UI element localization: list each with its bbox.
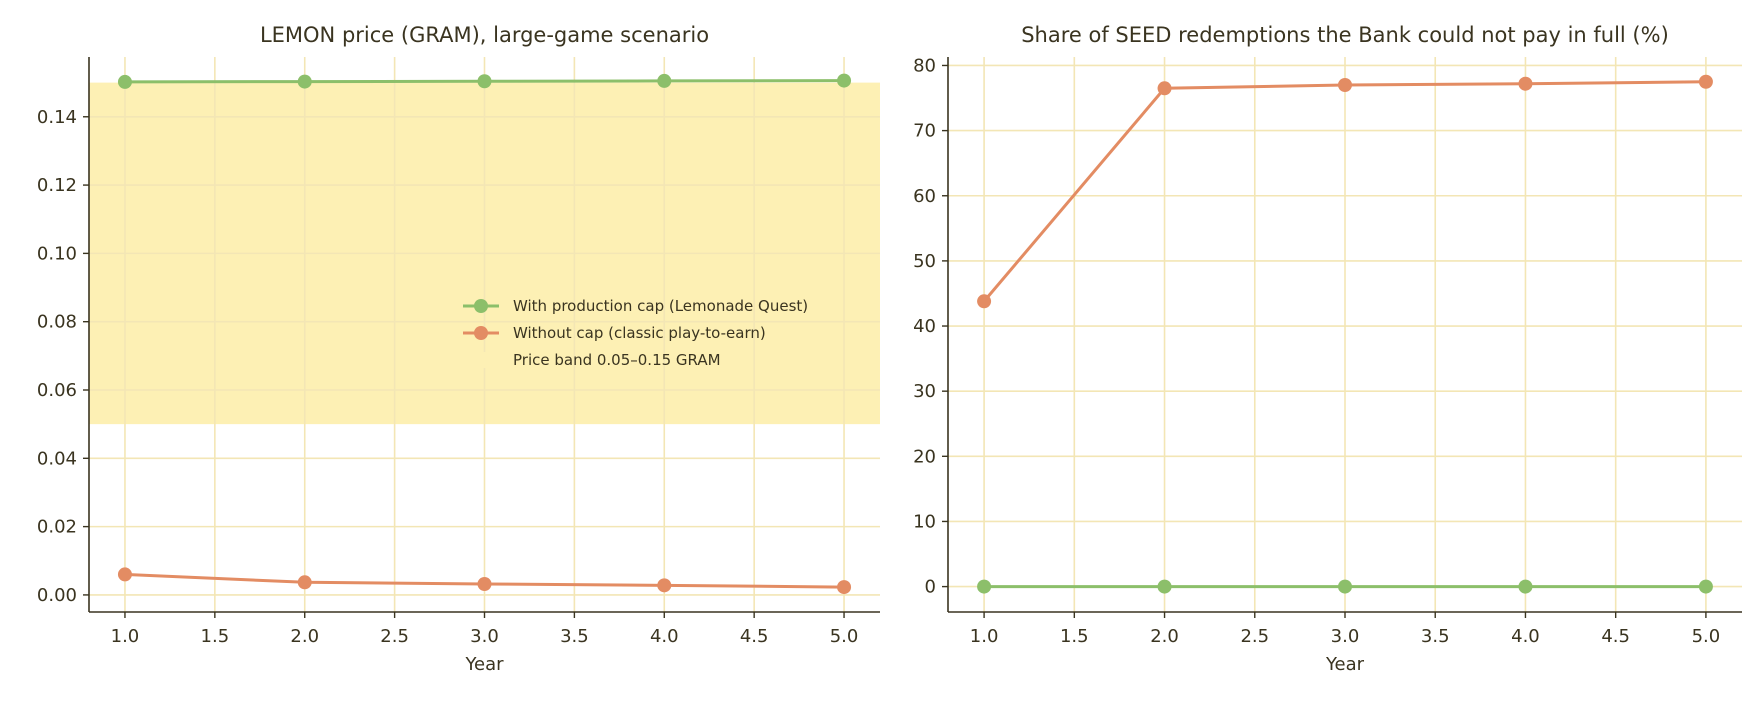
y-tick-label: 60 xyxy=(913,186,936,207)
legend-label: Without cap (classic play-to-earn) xyxy=(513,324,766,342)
x-tick-label: 4.0 xyxy=(650,626,679,647)
y-tick-label: 30 xyxy=(913,381,936,402)
chart-title: Share of SEED redemptions the Bank could… xyxy=(1021,23,1669,47)
y-tick-label: 70 xyxy=(913,121,936,142)
data-point xyxy=(1698,579,1713,594)
data-point xyxy=(1338,78,1352,93)
data-point xyxy=(297,575,312,590)
legend-marker xyxy=(474,299,488,313)
x-tick-label: 2.5 xyxy=(380,626,409,647)
data-point xyxy=(837,580,852,595)
y-tick-label: 0.00 xyxy=(37,585,77,606)
legend-label: Price band 0.05–0.15 GRAM xyxy=(513,351,721,369)
data-point xyxy=(1157,81,1172,96)
data-point xyxy=(117,567,132,582)
y-tick-label: 0.06 xyxy=(37,380,77,401)
lemon-price-chart: 1.0 1.5 2.0 2.5 3.0 3.5 4.0 4.5 5.0 0.00 0.02 0.04 0… xyxy=(37,23,880,675)
data-point xyxy=(977,294,992,309)
x-tick-label: 1.5 xyxy=(1060,626,1089,647)
data-point xyxy=(1518,76,1533,91)
y-tick-label: 20 xyxy=(913,446,936,467)
x-axis-label: Year xyxy=(1325,654,1365,675)
y-tick-label: 80 xyxy=(913,55,936,76)
x-tick-label: 4.5 xyxy=(1601,626,1630,647)
legend: With production cap (Lemonade Quest) With… xyxy=(463,297,808,369)
legend-marker xyxy=(474,326,488,340)
unpaid-redemptions-chart: 1.0 1.5 2.0 2.5 3.0 3.5 4.0 4.5 5.0 0 10 20 30 40 50 60… xyxy=(913,23,1742,675)
y-tick-label: 0 xyxy=(925,577,936,598)
x-tick-label: 3.5 xyxy=(1421,626,1450,647)
y-tick-label: 0.10 xyxy=(37,243,77,264)
x-tick-label: 5.0 xyxy=(1692,626,1721,647)
y-tick-label: 0.08 xyxy=(37,312,77,333)
data-point xyxy=(657,578,672,593)
x-tick-label: 3.0 xyxy=(1331,626,1360,647)
data-point xyxy=(657,73,672,88)
y-tick-label: 10 xyxy=(913,511,936,532)
legend-label: With production cap (Lemonade Quest) xyxy=(513,297,808,315)
legend-band-swatch xyxy=(463,352,499,368)
data-point xyxy=(977,579,992,594)
data-point xyxy=(1518,579,1533,594)
x-tick-label: 2.5 xyxy=(1240,626,1269,647)
data-point xyxy=(117,74,132,89)
data-point xyxy=(477,576,492,591)
x-tick-label: 2.0 xyxy=(290,626,319,647)
x-tick-label: 1.0 xyxy=(111,626,140,647)
y-tick-label: 50 xyxy=(913,251,936,272)
x-tick-label: 4.0 xyxy=(1511,626,1540,647)
chart-title: LEMON price (GRAM), large-game scenario xyxy=(260,23,709,47)
x-tick-label: 1.0 xyxy=(970,626,999,647)
data-point xyxy=(297,74,312,89)
data-point xyxy=(837,73,852,88)
x-tick-label: 1.5 xyxy=(201,626,230,647)
y-tick-label: 0.02 xyxy=(37,517,77,538)
y-tick-label: 40 xyxy=(913,316,936,337)
x-axis-label: Year xyxy=(464,654,504,675)
data-point xyxy=(1157,579,1172,594)
x-tick-label: 2.0 xyxy=(1150,626,1179,647)
x-tick-label: 4.5 xyxy=(740,626,769,647)
y-tick-label: 0.12 xyxy=(37,175,77,196)
data-point xyxy=(1338,579,1352,594)
y-tick-label: 0.04 xyxy=(37,448,77,469)
data-point xyxy=(477,74,492,89)
x-tick-label: 3.5 xyxy=(560,626,589,647)
data-point xyxy=(1698,74,1713,89)
x-tick-label: 3.0 xyxy=(470,626,499,647)
y-tick-label: 0.14 xyxy=(37,107,77,128)
x-tick-label: 5.0 xyxy=(830,626,859,647)
